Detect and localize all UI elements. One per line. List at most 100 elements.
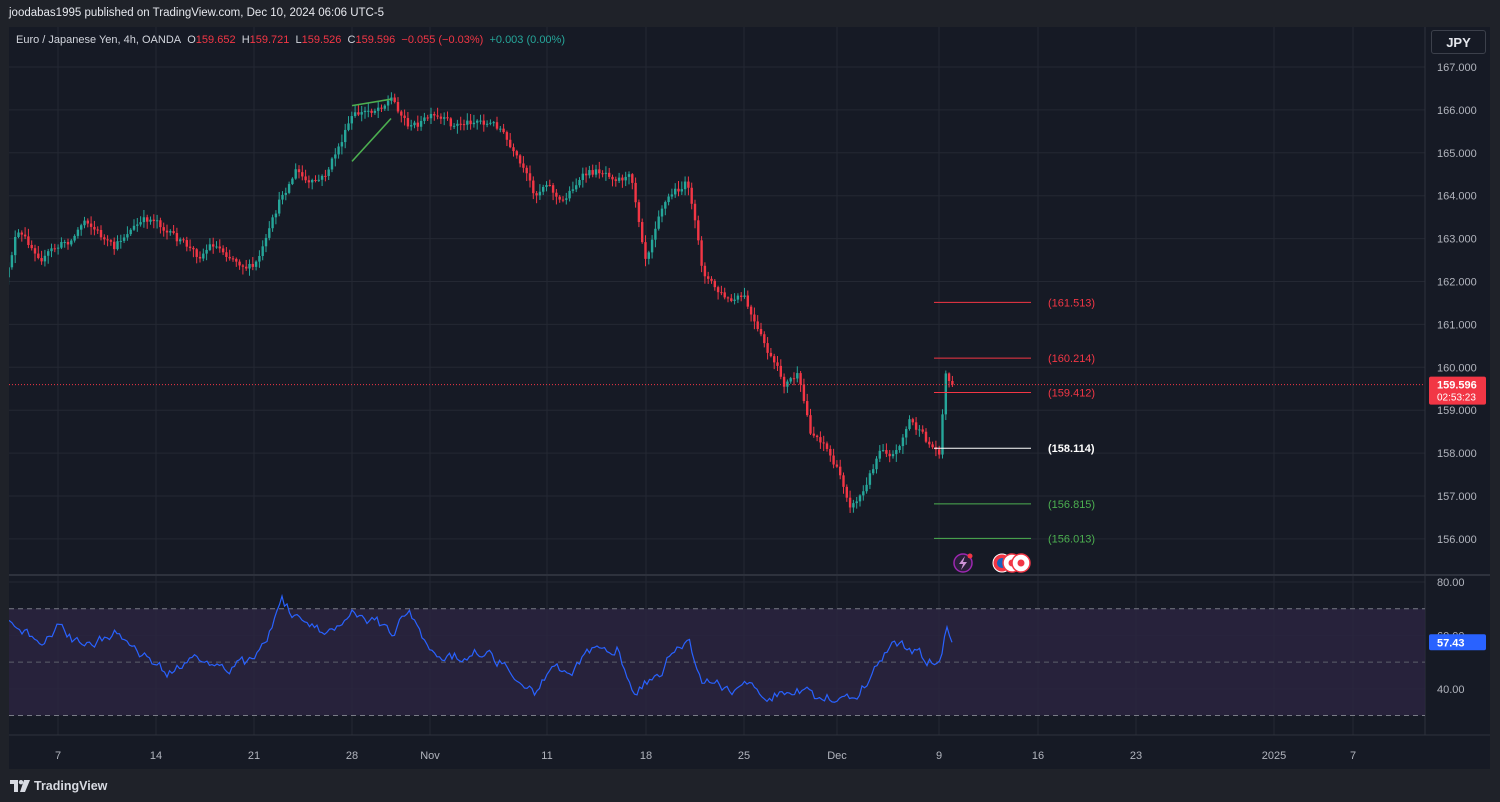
candle-bullish <box>337 146 340 155</box>
candle-bullish <box>353 112 357 117</box>
candle-bearish <box>558 196 561 200</box>
candle-bearish <box>93 226 96 230</box>
candle-bearish <box>759 328 763 335</box>
candle-bearish <box>690 187 693 204</box>
candle-bearish <box>730 298 733 301</box>
candle-bearish <box>446 117 449 119</box>
candle-bearish <box>947 373 951 381</box>
candle-bearish <box>459 123 462 125</box>
high-label: H <box>242 34 250 46</box>
candle-bullish <box>205 249 208 254</box>
price-axis-label: 167.000 <box>1437 62 1477 74</box>
candle-bearish <box>231 258 235 260</box>
candle-bearish <box>614 179 617 181</box>
candle-bearish <box>113 241 116 250</box>
candle-bearish <box>921 429 924 432</box>
candle-bearish <box>631 174 634 183</box>
candle-bullish <box>386 100 390 106</box>
chart-canvas[interactable]: (161.513) (160.214) (159.412) (158.114) (156… <box>9 27 1490 769</box>
candle-bearish <box>829 448 832 456</box>
candle-bullish <box>274 213 278 218</box>
candle-bullish <box>617 177 621 181</box>
candle-bearish <box>495 122 499 129</box>
candle-bearish <box>693 203 697 221</box>
candle-bearish <box>449 118 452 127</box>
candle-bullish <box>179 239 182 242</box>
time-axis-label: 11 <box>541 750 552 762</box>
candle-bullish <box>733 299 736 301</box>
rsi-value-tag <box>1429 634 1486 651</box>
currency-button[interactable]: JPY <box>1431 30 1486 54</box>
low-value: 159.526 <box>302 34 342 46</box>
candle-bullish <box>142 217 146 223</box>
candle-bearish <box>146 217 149 222</box>
candle-bullish <box>865 484 868 492</box>
candle-bearish <box>304 176 307 181</box>
candle-bearish <box>439 116 443 119</box>
candle-bearish <box>505 132 509 140</box>
candle-bullish <box>47 251 50 256</box>
candle-bearish <box>324 175 327 177</box>
candle-bearish <box>370 110 373 113</box>
level-label: (158.114) <box>1048 443 1095 455</box>
candle-bearish <box>241 265 245 267</box>
candle-bullish <box>17 232 20 237</box>
candle-bearish <box>634 182 637 203</box>
candle-bullish <box>340 142 344 147</box>
candle-bearish <box>482 120 485 125</box>
price-axis-label: 159.000 <box>1437 405 1477 417</box>
candle-bullish <box>136 224 139 226</box>
candle-bullish <box>373 110 377 113</box>
candle-bearish <box>195 249 198 257</box>
candle-bearish <box>103 237 106 240</box>
candle-bearish <box>641 222 644 243</box>
candle-bearish <box>888 453 891 457</box>
ohlc-legend: Euro / Japanese Yen, 4h, OANDA O159.652 … <box>16 34 565 46</box>
candle-bearish <box>822 442 825 444</box>
candle-bearish <box>938 449 941 455</box>
candle-bearish <box>720 292 723 294</box>
candle-bullish <box>891 454 895 457</box>
candle-bearish <box>753 314 756 322</box>
candle-bearish <box>756 321 759 329</box>
candle-bearish <box>951 380 954 385</box>
candle-bearish <box>228 256 231 259</box>
candle-bearish <box>845 486 848 498</box>
candle-bullish <box>664 202 667 209</box>
candle-bearish <box>400 111 403 116</box>
candle-bearish <box>782 376 786 387</box>
candle-bullish <box>875 458 878 470</box>
candle-bearish <box>608 172 611 177</box>
symbol-name: Euro / Japanese Yen, 4h, OANDA <box>16 34 182 46</box>
candle-bullish <box>855 501 858 504</box>
tradingview-logo[interactable]: TradingView <box>10 779 107 793</box>
close-label: C <box>348 34 356 46</box>
candle-bullish <box>268 228 271 238</box>
candle-bearish <box>812 433 815 436</box>
wedge-lower-line <box>351 117 392 162</box>
candle-bearish <box>218 246 221 249</box>
candle-bearish <box>848 497 852 508</box>
candle-bearish <box>703 265 707 277</box>
candle-bearish <box>911 419 914 423</box>
candle-bearish <box>716 287 720 293</box>
high-value: 159.721 <box>250 34 290 46</box>
candle-bearish <box>809 415 812 434</box>
candle-bullish <box>578 180 581 186</box>
candle-bullish <box>122 237 126 241</box>
candle-bearish <box>53 248 56 250</box>
candle-bullish <box>83 220 86 226</box>
candle-bearish <box>20 232 23 235</box>
candle-bullish <box>472 122 476 125</box>
chart-area[interactable]: (161.513) (160.214) (159.412) (158.114) (156… <box>9 27 1490 769</box>
candle-bullish <box>169 231 172 233</box>
candle-bearish <box>40 258 43 262</box>
candle-bullish <box>657 216 660 229</box>
candle-bullish <box>56 247 60 249</box>
candle-bullish <box>624 176 627 181</box>
candle-bullish <box>918 429 921 431</box>
rsi-current-value: 57.43 <box>1437 637 1465 649</box>
candle-bearish <box>297 169 301 173</box>
price-axis-label: 164.000 <box>1437 191 1477 203</box>
candle-bullish <box>479 120 482 122</box>
